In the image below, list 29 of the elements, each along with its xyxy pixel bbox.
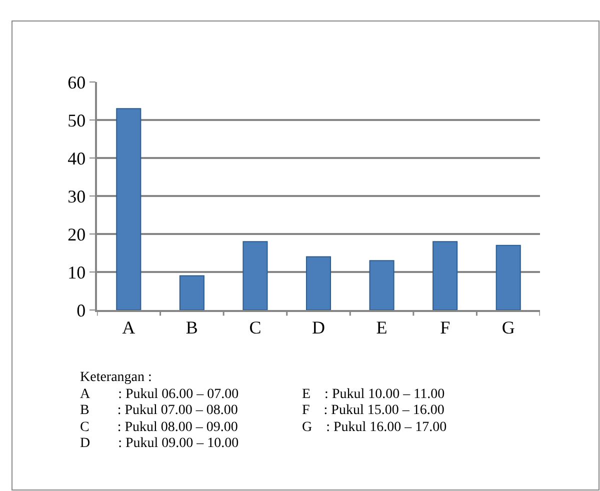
y-tick-label: 10	[68, 262, 86, 282]
x-tick-label: B	[186, 317, 198, 338]
x-tick-label: G	[502, 317, 515, 338]
x-tick-label: A	[122, 317, 136, 338]
text: C : Pukul 08.00 – 09.00	[80, 420, 238, 435]
x-tick-label: E	[376, 317, 388, 338]
bar	[306, 256, 332, 310]
y-tick-label: 50	[68, 110, 86, 130]
text: A : Pukul 06.00 – 07.00	[80, 387, 239, 402]
bar	[496, 244, 521, 310]
bar	[116, 108, 142, 310]
text: F : Pukul 15.00 – 16.00	[302, 403, 444, 418]
text: E : Pukul 10.00 – 11.00	[302, 387, 445, 402]
text: B : Pukul 07.00 – 08.00	[80, 403, 238, 418]
y-tick-label: 30	[68, 186, 86, 206]
x-tick-label: C	[249, 317, 262, 338]
y-tick-label: 60	[68, 72, 86, 92]
bar	[179, 275, 204, 310]
y-tick-label: 20	[68, 224, 86, 244]
text: D : Pukul 09.00 – 10.00	[80, 436, 239, 451]
bar	[369, 260, 394, 310]
y-tick-label: 40	[68, 148, 86, 168]
x-tick-label: F	[440, 317, 450, 338]
text: G : Pukul 16.00 – 17.00	[302, 420, 447, 435]
x-tick-label: D	[312, 317, 325, 338]
text: Keterangan :	[80, 370, 152, 385]
bar	[432, 241, 458, 310]
y-tick-label: 0	[76, 300, 86, 320]
bar	[242, 241, 268, 310]
